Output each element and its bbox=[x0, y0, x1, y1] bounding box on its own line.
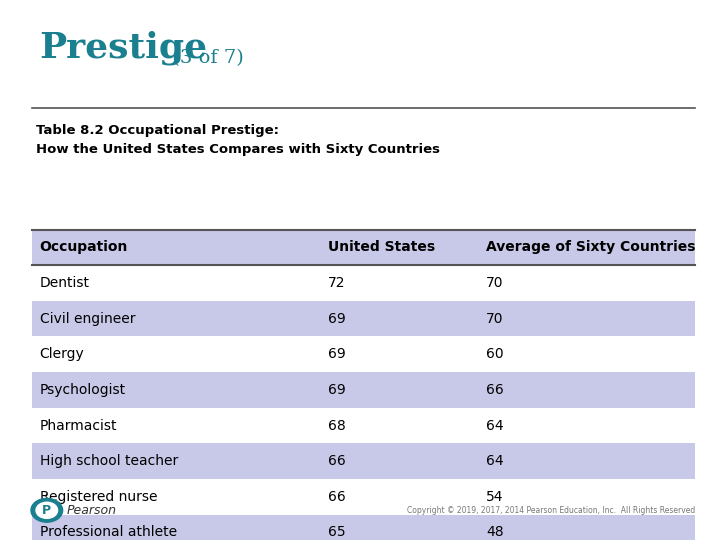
Text: 66: 66 bbox=[328, 454, 346, 468]
Text: 70: 70 bbox=[486, 276, 503, 290]
Text: 64: 64 bbox=[486, 418, 503, 433]
Text: Professional athlete: Professional athlete bbox=[40, 525, 176, 539]
Text: 66: 66 bbox=[486, 383, 504, 397]
Bar bbox=[32, 479, 695, 515]
Text: 70: 70 bbox=[486, 312, 503, 326]
Text: (3 of 7): (3 of 7) bbox=[166, 50, 243, 68]
Bar bbox=[32, 265, 695, 301]
Text: Civil engineer: Civil engineer bbox=[40, 312, 135, 326]
Text: 48: 48 bbox=[486, 525, 503, 539]
Text: Psychologist: Psychologist bbox=[40, 383, 126, 397]
Text: Occupation: Occupation bbox=[40, 240, 128, 254]
Bar bbox=[32, 372, 695, 408]
Text: 54: 54 bbox=[486, 490, 503, 504]
Text: Prestige: Prestige bbox=[40, 30, 208, 65]
Text: Dentist: Dentist bbox=[40, 276, 89, 290]
Bar bbox=[32, 408, 695, 443]
Text: Copyright © 2019, 2017, 2014 Pearson Education, Inc.  All Rights Reserved: Copyright © 2019, 2017, 2014 Pearson Edu… bbox=[407, 506, 695, 515]
Text: High school teacher: High school teacher bbox=[40, 454, 178, 468]
Bar bbox=[32, 230, 695, 265]
Text: Average of Sixty Countries: Average of Sixty Countries bbox=[486, 240, 696, 254]
Text: 68: 68 bbox=[328, 418, 346, 433]
Text: Table 8.2 Occupational Prestige:: Table 8.2 Occupational Prestige: bbox=[36, 124, 279, 137]
Circle shape bbox=[31, 498, 63, 522]
Text: 60: 60 bbox=[486, 347, 503, 361]
Text: United States: United States bbox=[328, 240, 435, 254]
Text: 72: 72 bbox=[328, 276, 345, 290]
Text: 64: 64 bbox=[486, 454, 503, 468]
Text: 65: 65 bbox=[328, 525, 345, 539]
Text: Clergy: Clergy bbox=[40, 347, 84, 361]
Text: How the United States Compares with Sixty Countries: How the United States Compares with Sixt… bbox=[36, 143, 440, 156]
Bar bbox=[32, 301, 695, 336]
Text: Registered nurse: Registered nurse bbox=[40, 490, 157, 504]
Bar bbox=[32, 443, 695, 479]
Text: P: P bbox=[42, 504, 51, 517]
Text: 69: 69 bbox=[328, 312, 346, 326]
Text: Pharmacist: Pharmacist bbox=[40, 418, 117, 433]
Text: 66: 66 bbox=[328, 490, 346, 504]
Circle shape bbox=[36, 502, 58, 518]
Text: Pearson: Pearson bbox=[67, 504, 117, 517]
Bar bbox=[32, 515, 695, 540]
Text: 69: 69 bbox=[328, 347, 346, 361]
Bar bbox=[32, 336, 695, 372]
Text: 69: 69 bbox=[328, 383, 346, 397]
